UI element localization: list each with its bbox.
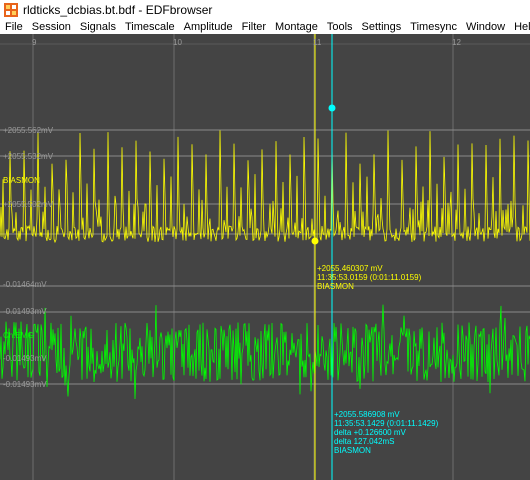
title-bar: rldticks_dcbias.bt.bdf - EDFbrowser xyxy=(0,0,530,20)
biasmon-scale-label: +2055.502mV xyxy=(3,200,54,209)
cursor2-value: +2055.586908 mV xyxy=(334,410,400,419)
emg-scale-label: -0.01493mV xyxy=(3,354,47,363)
menu-session[interactable]: Session xyxy=(31,21,71,33)
menu-file[interactable]: File xyxy=(5,21,23,33)
menu-montage[interactable]: Montage xyxy=(275,21,318,33)
menu-help[interactable]: Help xyxy=(514,21,530,33)
cursor2-time: 11:35:53.1429 (0:01:11.1429) xyxy=(334,419,439,428)
biasmon-scale-label: +2055.562mV xyxy=(3,126,54,135)
edfbrowser-app-icon xyxy=(4,3,18,17)
cursor-handle-1[interactable] xyxy=(311,237,319,245)
menu-tools[interactable]: Tools xyxy=(326,21,353,33)
ruler-tick-9: 9 xyxy=(32,38,37,47)
emg-trace xyxy=(0,304,530,400)
menu-settings[interactable]: Settings xyxy=(361,21,402,33)
biasmon-scale-label: -0.01464mV xyxy=(3,280,47,289)
ruler-tick-11: 11 xyxy=(313,38,322,47)
emg-scale-label: -0.01493mV xyxy=(3,380,47,389)
signal-view[interactable]: 9 10 11 12 +2055.562mV +2055.532mV BIASM… xyxy=(0,34,530,480)
menu-bar: File Session Signals Timescale Amplitude… xyxy=(0,20,530,34)
window-title: rldticks_dcbias.bt.bdf - EDFbrowser xyxy=(23,3,213,17)
cursor1-signal: BIASMON xyxy=(317,282,354,291)
cursor2-signal: BIASMON xyxy=(334,446,371,455)
emg-scale-label: -0.01493mV xyxy=(3,307,47,316)
cursor2-delta-value: delta +0.126600 mV xyxy=(334,428,406,437)
biasmon-scale-label: +2055.532mV xyxy=(3,152,54,161)
cursor1-value: +2055.460307 mV xyxy=(317,264,383,273)
grid-lines xyxy=(0,34,530,480)
menu-timesync[interactable]: Timesync xyxy=(410,21,457,33)
menu-timescale[interactable]: Timescale xyxy=(124,21,175,33)
biasmon-trace xyxy=(0,130,530,244)
ruler-tick-12: 12 xyxy=(452,38,461,47)
cursor1-time: 11:35:53.0159 (0:01:11.0159) xyxy=(317,273,422,282)
emg-signal-label[interactable]: Ch:EMG xyxy=(3,331,34,340)
cursor-handle-2[interactable] xyxy=(328,104,336,112)
ruler-tick-10: 10 xyxy=(173,38,182,47)
menu-filter[interactable]: Filter xyxy=(241,21,267,33)
signal-canvas[interactable] xyxy=(0,34,530,480)
biasmon-signal-label[interactable]: BIASMON xyxy=(3,176,40,185)
menu-signals[interactable]: Signals xyxy=(79,21,116,33)
menu-amplitude[interactable]: Amplitude xyxy=(183,21,233,33)
cursor2-delta-time: delta 127.042mS xyxy=(334,437,395,446)
menu-window[interactable]: Window xyxy=(465,21,506,33)
